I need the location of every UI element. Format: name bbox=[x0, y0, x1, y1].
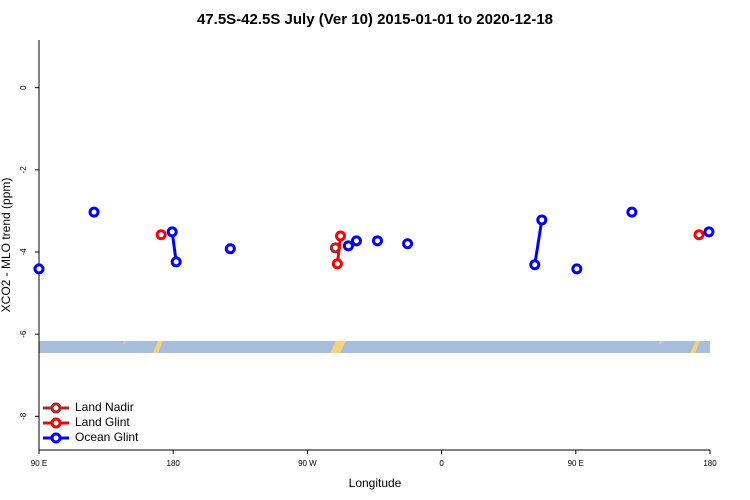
land-patches bbox=[122, 341, 700, 353]
data-point bbox=[331, 258, 343, 270]
data-point bbox=[88, 206, 100, 218]
data-point bbox=[166, 226, 178, 238]
x-tick-label: 90 W bbox=[298, 459, 317, 468]
y-tick-label: 0 bbox=[19, 85, 28, 90]
data-point bbox=[536, 214, 548, 226]
data-point bbox=[529, 259, 541, 271]
y-axis-label: XCO2 - MLO trend (ppm) bbox=[0, 178, 13, 313]
legend-label: Land Nadir bbox=[75, 400, 134, 414]
y-tick-label: -4 bbox=[19, 248, 28, 256]
data-point bbox=[703, 226, 715, 238]
data-point bbox=[335, 230, 347, 242]
data-point bbox=[626, 206, 638, 218]
legend-label: Ocean Glint bbox=[75, 430, 139, 444]
data-point bbox=[342, 240, 354, 252]
data-point bbox=[224, 243, 236, 255]
series-line bbox=[172, 220, 709, 265]
y-tick-label: -8 bbox=[19, 412, 28, 420]
x-axis-label: Longitude bbox=[349, 476, 402, 490]
data-point bbox=[371, 235, 383, 247]
data-point bbox=[350, 235, 362, 247]
data-point bbox=[571, 263, 583, 275]
x-tick-label: 90 E bbox=[568, 459, 584, 468]
data-point bbox=[33, 263, 45, 275]
y-tick-label: -2 bbox=[19, 166, 28, 174]
legend-label: Land Glint bbox=[75, 415, 130, 429]
data-point bbox=[693, 229, 705, 241]
chart-title: 47.5S-42.5S July (Ver 10) 2015-01-01 to … bbox=[197, 11, 553, 28]
x-tick-label: 0 bbox=[439, 459, 444, 468]
x-tick-label: 90 E bbox=[31, 459, 47, 468]
series-line bbox=[337, 235, 699, 264]
y-tick-label: -6 bbox=[19, 330, 28, 338]
data-point bbox=[170, 256, 182, 268]
ocean-band bbox=[39, 341, 710, 353]
data-point bbox=[402, 238, 414, 250]
x-tick-label: 180 bbox=[703, 459, 717, 468]
data-point bbox=[155, 229, 167, 241]
legend-marker bbox=[50, 417, 62, 429]
x-tick-label: 180 bbox=[167, 459, 181, 468]
legend-marker bbox=[50, 432, 62, 444]
legend-marker bbox=[50, 402, 62, 414]
data-point bbox=[329, 242, 341, 254]
